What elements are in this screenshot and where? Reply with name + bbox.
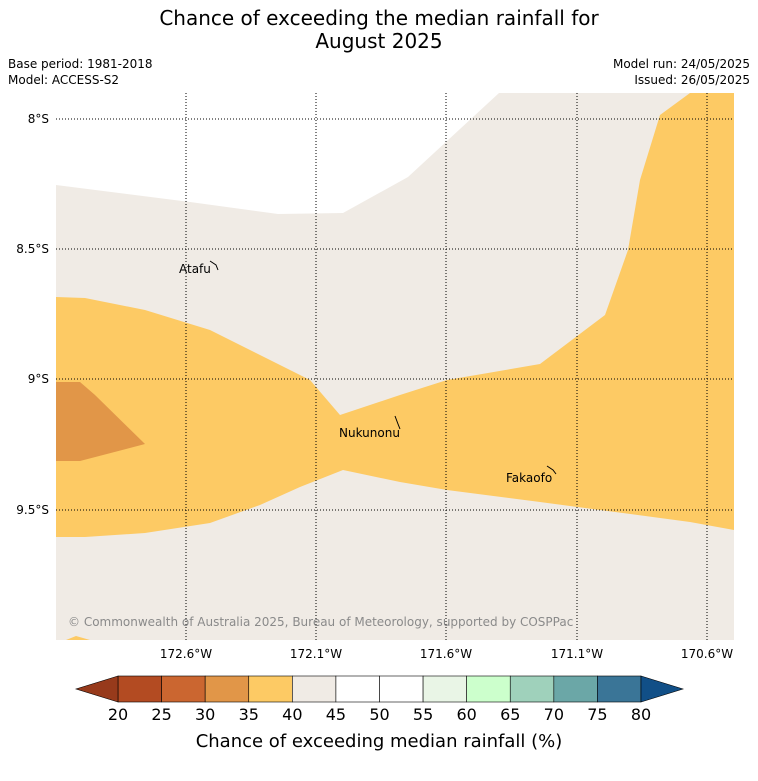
colorbar-swatch [509,675,555,703]
graticule [56,93,734,640]
colorbar-swatch [553,675,598,703]
colorbar-label: Chance of exceeding median rainfall (%) [195,731,563,752]
lon-label: 172.1°W [290,647,342,661]
colorbar-tick-label: 30 [194,705,216,724]
colorbar-swatch [335,675,380,703]
lat-label: 9°S [28,372,49,386]
colorbar-under-arrow [74,675,119,703]
model-name: Model: ACCESS-S2 [8,73,120,87]
region-small-patch [66,636,90,640]
colorbar-tick-label: 25 [151,705,172,724]
colorbar-swatch [379,675,424,703]
colorbar-swatch [248,675,293,703]
place-nukunonu: Nukunonu [339,426,400,440]
colorbar-over-arrow [640,675,685,703]
colorbar-tick-label: 75 [587,705,608,724]
place-fakaofo: Fakaofo [506,471,552,485]
lat-label: 9.5°S [16,503,49,517]
place-atafu: Atafu [179,262,211,276]
colorbar-tick-label: 65 [500,705,521,724]
colorbar-tick-label: 20 [107,705,129,724]
region-35-40 [56,93,734,537]
colorbar-swatch [204,675,250,703]
colorbar-swatch [161,675,206,703]
lon-label: 171.1°W [551,647,603,661]
atafu-outline [209,260,219,271]
colorbar-tick-label: 40 [282,705,303,724]
colorbar-tick-label: 80 [630,705,652,724]
colorbar-tick-label: 50 [369,705,390,724]
region-45-50 [56,93,499,214]
issued-date: Issued: 26/05/2025 [634,73,750,87]
lon-label: 170.6°W [681,647,733,661]
colorbar-tick-label: 35 [238,705,259,724]
fakaofo-outline [546,465,557,475]
colorbar-swatch [466,675,511,703]
colorbar-tick-label: 55 [412,705,434,724]
lon-label: 171.6°W [420,647,472,661]
atoll-markers [209,260,557,475]
colorbar [74,675,685,703]
colorbar-swatch [422,675,467,703]
chart-title-line1: Chance of exceeding the median rainfall … [159,6,599,30]
lat-label: 8°S [28,112,49,126]
colorbar-swatch [292,675,337,703]
copyright-notice: © Commonwealth of Australia 2025, Bureau… [68,615,573,629]
colorbar-swatch [597,675,642,703]
lon-label: 172.6°W [160,647,212,661]
colorbar-tick-label: 70 [543,705,564,724]
lat-label: 8.5°S [16,242,49,256]
chart-title-line2: August 2025 [315,29,443,53]
nukunonu-outline [394,415,401,430]
region-30-35 [56,382,145,461]
model-run: Model run: 24/05/2025 [612,57,750,71]
base-period: Base period: 1981-2018 [8,57,153,71]
colorbar-tick-label: 60 [456,705,477,724]
colorbar-swatch [117,675,162,703]
colorbar-tick-label: 45 [325,705,347,724]
